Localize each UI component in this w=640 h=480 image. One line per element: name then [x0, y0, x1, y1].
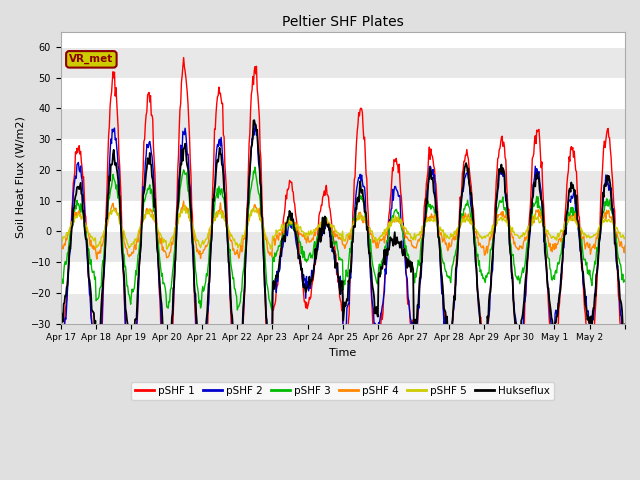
pSHF 1 — [57, 343, 65, 348]
Hukseflux — [227, 294, 234, 300]
pSHF 2 — [403, 273, 410, 279]
pSHF 3 — [435, 226, 442, 232]
Hukseflux — [57, 320, 65, 326]
Hukseflux — [250, 117, 258, 123]
pSHF 3 — [278, 240, 285, 246]
Hukseflux — [256, 180, 264, 186]
pSHF 4 — [93, 256, 100, 262]
pSHF 4 — [403, 234, 410, 240]
pSHF 5 — [621, 235, 629, 241]
Bar — [61, 170, 625, 201]
Bar — [61, 231, 625, 262]
Bar — [61, 293, 625, 324]
pSHF 4 — [621, 243, 629, 249]
Line: pSHF 4: pSHF 4 — [61, 201, 625, 259]
pSHF 1 — [403, 275, 410, 281]
pSHF 2 — [57, 348, 65, 354]
pSHF 3 — [227, 260, 234, 266]
pSHF 1 — [621, 352, 629, 358]
pSHF 5 — [123, 240, 131, 245]
Title: Peltier SHF Plates: Peltier SHF Plates — [282, 15, 404, 29]
Hukseflux — [435, 235, 442, 240]
Text: VR_met: VR_met — [69, 54, 113, 64]
pSHF 5 — [403, 227, 410, 233]
pSHF 1 — [180, 55, 188, 60]
pSHF 4 — [180, 198, 188, 204]
Hukseflux — [123, 317, 131, 323]
pSHF 2 — [435, 228, 442, 234]
pSHF 1 — [228, 327, 236, 333]
pSHF 5 — [181, 203, 189, 208]
pSHF 5 — [57, 237, 65, 243]
pSHF 5 — [228, 234, 236, 240]
X-axis label: Time: Time — [329, 348, 356, 358]
pSHF 2 — [255, 165, 263, 171]
pSHF 5 — [256, 213, 264, 219]
pSHF 4 — [124, 252, 132, 257]
pSHF 5 — [163, 246, 170, 252]
Bar — [61, 108, 625, 139]
pSHF 2 — [278, 253, 285, 259]
pSHF 3 — [621, 277, 629, 283]
pSHF 5 — [435, 225, 442, 230]
pSHF 4 — [278, 229, 285, 235]
Legend: pSHF 1, pSHF 2, pSHF 3, pSHF 4, pSHF 5, Hukseflux: pSHF 1, pSHF 2, pSHF 3, pSHF 4, pSHF 5, … — [131, 382, 554, 400]
pSHF 1 — [123, 365, 131, 371]
Line: pSHF 2: pSHF 2 — [61, 125, 625, 388]
pSHF 1 — [278, 244, 285, 250]
pSHF 3 — [256, 197, 264, 203]
Line: pSHF 3: pSHF 3 — [61, 167, 625, 310]
pSHF 3 — [234, 307, 241, 313]
pSHF 3 — [403, 247, 410, 252]
Hukseflux — [234, 380, 242, 386]
pSHF 4 — [256, 217, 264, 223]
pSHF 1 — [234, 429, 241, 434]
Y-axis label: Soil Heat Flux (W/m2): Soil Heat Flux (W/m2) — [15, 117, 25, 239]
pSHF 3 — [251, 164, 259, 170]
Hukseflux — [278, 245, 285, 251]
pSHF 3 — [123, 283, 131, 289]
Line: pSHF 5: pSHF 5 — [61, 205, 625, 249]
pSHF 5 — [278, 223, 285, 228]
pSHF 2 — [251, 122, 259, 128]
pSHF 2 — [268, 385, 276, 391]
pSHF 1 — [256, 147, 264, 153]
pSHF 4 — [57, 242, 65, 248]
Hukseflux — [403, 255, 410, 261]
pSHF 1 — [435, 219, 442, 225]
Line: pSHF 1: pSHF 1 — [61, 58, 625, 432]
Hukseflux — [621, 322, 629, 327]
pSHF 2 — [123, 346, 131, 352]
Line: Hukseflux: Hukseflux — [61, 120, 625, 383]
pSHF 4 — [435, 223, 442, 228]
pSHF 2 — [621, 337, 629, 343]
pSHF 2 — [227, 300, 234, 305]
Bar — [61, 47, 625, 78]
pSHF 4 — [228, 240, 236, 246]
pSHF 3 — [57, 273, 65, 279]
